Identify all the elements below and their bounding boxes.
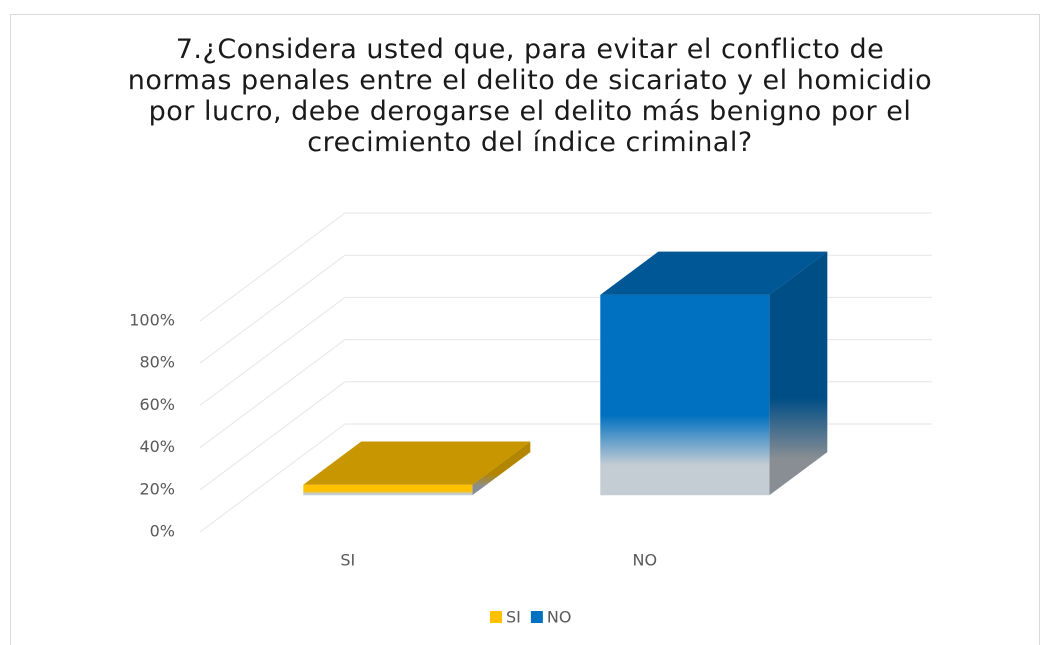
y-tick-label: 60% [139, 395, 175, 414]
bar-side-shade [769, 251, 828, 496]
grid-line [199, 296, 346, 406]
bar-front [600, 294, 770, 496]
legend-swatch [530, 611, 543, 623]
y-tick-label: 20% [139, 479, 175, 498]
grid-line [199, 212, 346, 322]
chart-title: 7.¿Considera usted que, para evitar el c… [127, 34, 933, 158]
grid-line [199, 254, 346, 364]
bar-top [600, 251, 828, 295]
grid-line [199, 423, 346, 533]
y-tick-label: 0% [150, 522, 175, 541]
bar-top-shade [600, 251, 828, 295]
bar-side-shade [472, 441, 531, 496]
chart-frame [10, 14, 1040, 645]
bar-top [303, 441, 531, 485]
x-tick-label: SI [340, 551, 355, 570]
y-tick-label: 80% [139, 353, 175, 372]
bar-front [303, 484, 473, 496]
bar-side [769, 251, 828, 496]
bar-side [472, 441, 531, 496]
bar-top-shade [303, 441, 531, 485]
x-tick-label: NO [633, 551, 658, 570]
legend-swatch [490, 611, 502, 623]
y-tick-label: 100% [129, 311, 175, 330]
bar [600, 251, 828, 496]
bar [303, 441, 531, 496]
grid-line [199, 381, 346, 491]
grid-line [199, 339, 346, 449]
legend-label: SI [506, 608, 521, 627]
legend-label: NO [547, 608, 572, 627]
y-tick-label: 40% [139, 437, 175, 456]
